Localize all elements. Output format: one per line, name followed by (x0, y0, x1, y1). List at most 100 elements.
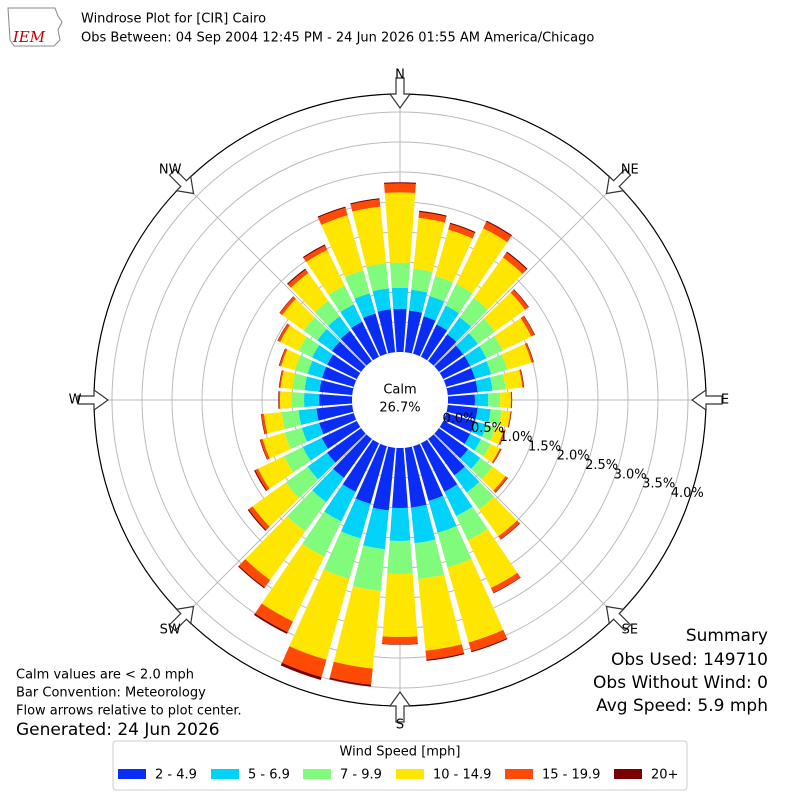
wind-bar-segment (261, 413, 268, 435)
wind-bar-segment (520, 369, 525, 388)
r-tick-label: 0.0% (442, 412, 475, 427)
wind-bar-segment (519, 369, 524, 388)
wind-bar-segment (464, 433, 482, 451)
wind-bar-segment (280, 662, 322, 681)
calm-label: Calm (383, 383, 416, 398)
wind-bar-segment (391, 287, 409, 310)
wind-bar-segment (316, 404, 354, 421)
wind-bar-segment (456, 506, 488, 541)
summary-line: Obs Used: 149710 (611, 650, 768, 670)
generated-date: Generated: 24 Jun 2026 (16, 720, 220, 740)
wind-bar-segment (384, 192, 416, 263)
wind-bar-segment (410, 504, 436, 544)
wind-bar-segment (473, 257, 523, 310)
flow-arrow (168, 168, 195, 195)
wind-bar-segment (303, 245, 328, 263)
wind-bar-segment (493, 476, 508, 493)
summary-line: Avg Speed: 5.9 mph (596, 696, 768, 716)
wind-bar-segment (447, 394, 475, 406)
wind-bar-segment (498, 429, 506, 445)
wind-bar-segment (404, 446, 427, 508)
summary-line: Obs Without Wind: 0 (593, 673, 768, 693)
wind-bar-segment (455, 333, 478, 355)
wind-bar-segment (428, 495, 457, 533)
wind-bar-segment (372, 446, 396, 511)
legend-swatch (614, 769, 642, 779)
wind-bar-segment (493, 577, 521, 594)
wind-bar-segment (389, 507, 411, 541)
wind-bar-segment (292, 392, 305, 408)
flow-arrow (388, 690, 412, 723)
wind-bar-segment (366, 263, 389, 292)
flow-arrow (168, 605, 195, 632)
wind-bar-segment (261, 543, 325, 622)
wind-bar-segment (470, 457, 493, 480)
compass-label: N (395, 68, 405, 83)
wind-bar-segment (443, 368, 476, 387)
wind-bar-segment (307, 360, 327, 378)
wind-bar-segment (253, 613, 288, 634)
wind-bar-segment (304, 392, 320, 408)
wind-bar-segment (280, 370, 296, 390)
wind-bar-segment (414, 539, 445, 580)
wind-bar-segment (321, 420, 361, 449)
wind-bar-segment (446, 380, 478, 396)
wind-bar-segment (298, 336, 320, 358)
wind-bar-segment (428, 334, 457, 366)
wind-bar-segment (490, 426, 504, 445)
wind-bar-segment (327, 428, 366, 463)
wind-bar-segment (318, 207, 348, 225)
wind-bar-segment (280, 391, 293, 409)
wind-bar-segment (259, 439, 268, 460)
wind-bar-segment (488, 409, 502, 426)
wind-bar-segment (468, 318, 495, 344)
radial-grid-line (433, 433, 617, 617)
wind-bar-segment (510, 391, 512, 409)
calm-circle (352, 352, 448, 448)
wind-bar-segment (363, 507, 389, 550)
compass-label: NW (159, 163, 182, 178)
wind-bar-segment (352, 545, 385, 592)
wind-bar-segment (355, 443, 387, 504)
wind-bar-segment (526, 342, 534, 363)
wind-bar-segment (475, 407, 491, 423)
wind-bar-segment (363, 313, 387, 357)
wind-bar-segment (418, 574, 462, 651)
legend-label: 20+ (651, 768, 678, 783)
wind-bar-segment (323, 531, 361, 579)
wind-bar-segment (306, 249, 345, 295)
wind-bar-segment (495, 477, 509, 493)
wind-bar-segment (490, 373, 506, 391)
wind-bar-segment (439, 420, 471, 444)
r-tick-label: 1.5% (528, 439, 561, 454)
wind-bar-segment (483, 292, 526, 332)
wind-bar-segment (303, 317, 327, 341)
wind-bar-segment (420, 324, 448, 361)
r-tick-label: 2.5% (585, 458, 618, 473)
wind-bar-segment (278, 391, 280, 409)
wind-bar-segment (302, 244, 326, 259)
wind-bar-segment (257, 456, 294, 489)
wind-bar-segment (290, 272, 329, 313)
wind-bar-segment (319, 380, 354, 396)
wind-bar-segment (311, 345, 334, 365)
wind-bar-segment (482, 424, 496, 441)
flow-arrow (388, 77, 412, 110)
wind-bar-segment (501, 343, 532, 370)
wind-bar-segment (511, 391, 513, 409)
wind-bar-segment (319, 413, 357, 435)
note: Calm values are < 2.0 mph (16, 668, 194, 683)
wind-bar-segment (292, 373, 307, 391)
wind-bar-segment (263, 412, 285, 434)
radial-grid-line (183, 183, 367, 367)
wind-bar-segment (409, 289, 428, 313)
wind-bar-segment (404, 310, 423, 354)
flow-arrow (77, 388, 110, 412)
wind-bar-segment (418, 211, 447, 223)
wind-bar-segment (283, 447, 311, 473)
wind-bar-segment (354, 293, 376, 318)
flow-arrow (605, 168, 632, 195)
wind-bar-segment (351, 321, 380, 361)
legend: Wind Speed [mph] 2 - 4.9 5 - 6.9 7 - 9.9 10… (112, 740, 688, 791)
legend-box (112, 740, 688, 791)
